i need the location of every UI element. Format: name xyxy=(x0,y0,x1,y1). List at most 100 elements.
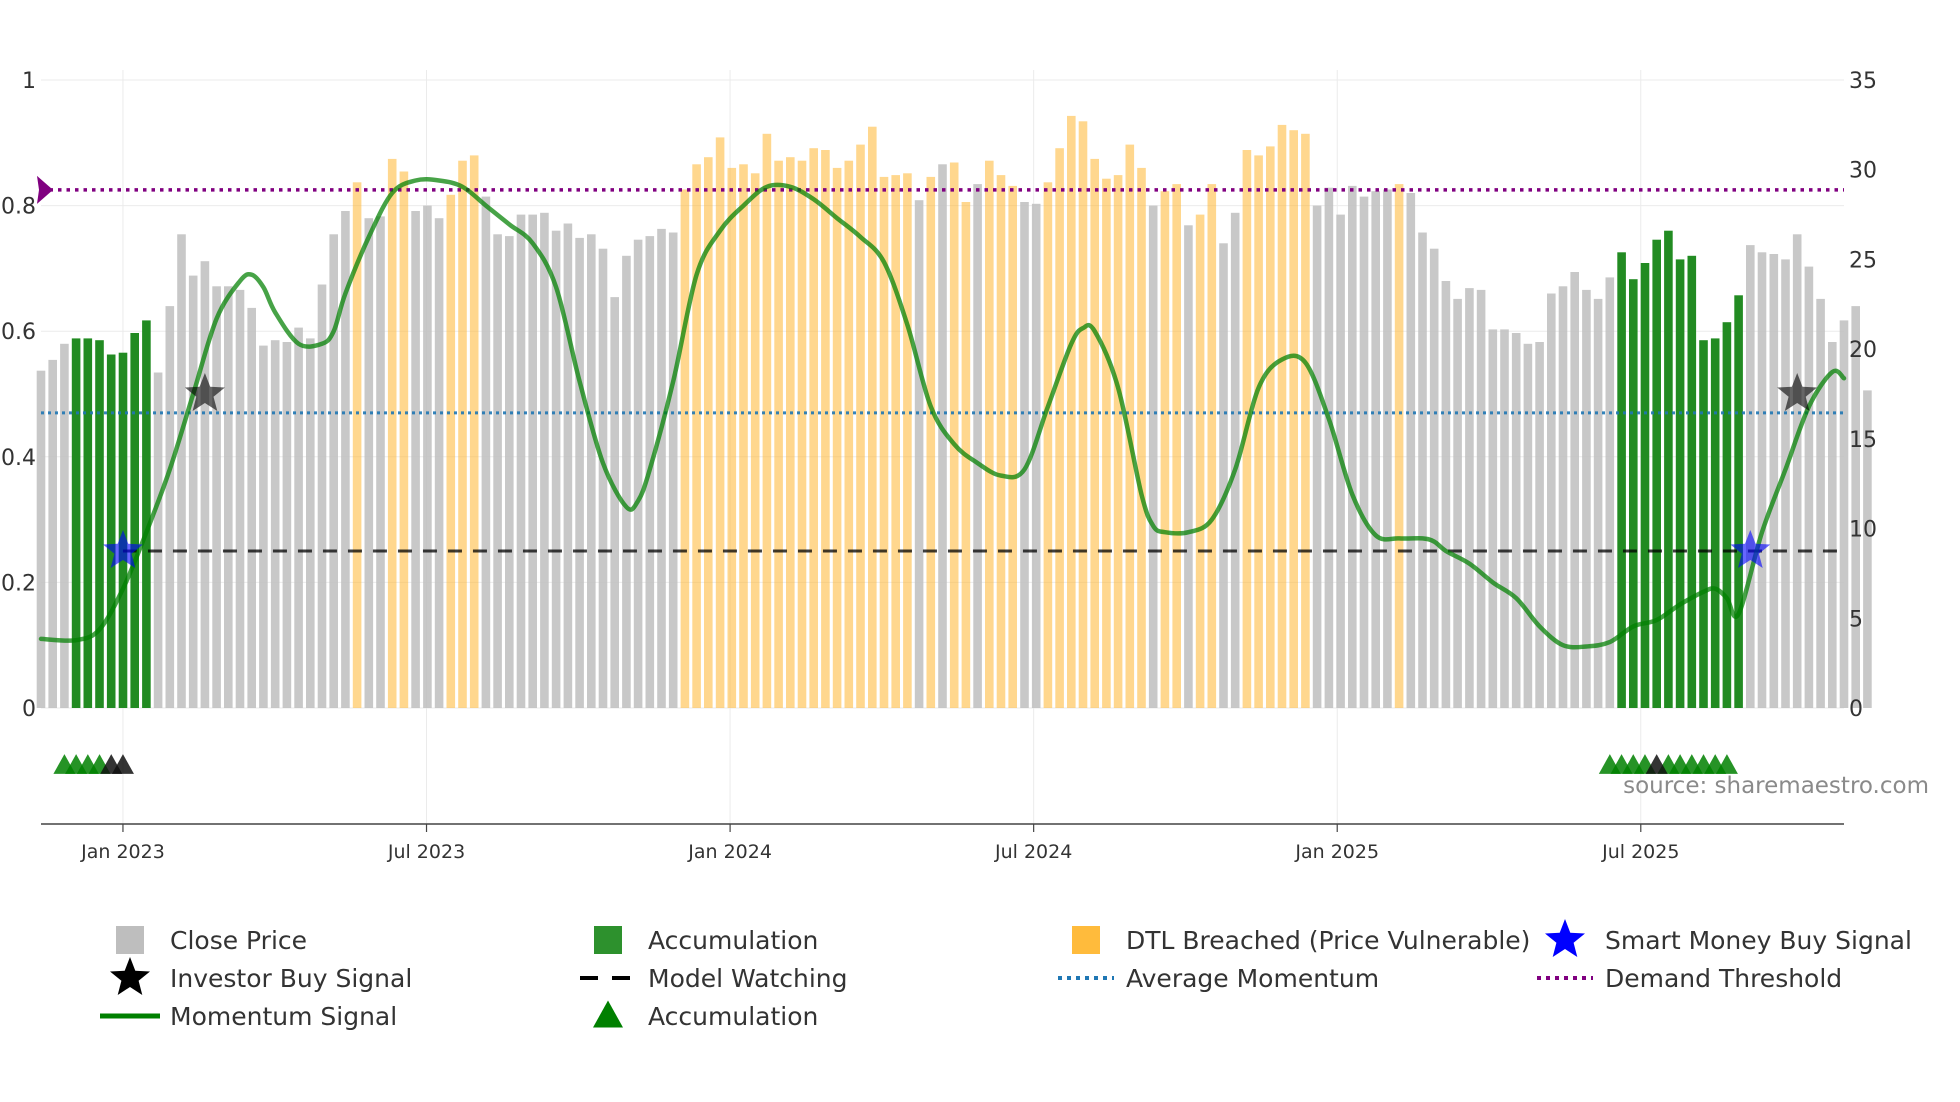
investor-buy-signal-star xyxy=(1777,373,1818,411)
close-price-bar xyxy=(1851,306,1860,708)
close-price-bar xyxy=(563,223,573,708)
dtl-breached-bar xyxy=(996,175,1006,709)
right-axis-tick-label: 10 xyxy=(1849,518,1877,543)
dtl-breached-bar xyxy=(750,173,760,709)
legend-swatch xyxy=(1072,926,1100,954)
reference-lines xyxy=(37,175,1844,553)
accumulation-bar xyxy=(83,338,93,708)
dtl-breached-bar xyxy=(1113,175,1123,709)
dtl-breached-bar xyxy=(891,175,900,709)
close-price-bar xyxy=(1558,286,1568,708)
x-axis-tick-label: Jan 2023 xyxy=(80,841,165,863)
dtl-breached-bar xyxy=(1125,144,1135,709)
close-price-bar xyxy=(1605,277,1615,708)
close-price-bar xyxy=(376,216,385,708)
accumulation-bar xyxy=(1687,255,1697,709)
dtl-breached-bar xyxy=(1207,184,1217,709)
dtl-breached-bar xyxy=(387,158,397,708)
dtl-breached-bar xyxy=(1055,148,1064,708)
accumulation-bar xyxy=(1734,295,1743,708)
accumulation-bar xyxy=(1652,239,1661,708)
close-price-bar xyxy=(668,232,678,708)
close-price-bar xyxy=(1746,245,1755,708)
close-price-bar xyxy=(270,340,280,708)
close-price-bar xyxy=(1547,293,1556,708)
close-price-bar xyxy=(1828,342,1837,708)
accumulation-bar xyxy=(1617,252,1626,709)
close-price-bar xyxy=(598,248,608,708)
close-price-bar xyxy=(294,327,303,708)
close-price-bar xyxy=(1230,212,1240,709)
legend-label: Smart Money Buy Signal xyxy=(1605,926,1912,955)
close-price-bar xyxy=(633,239,643,708)
accumulation-triangle-marker xyxy=(1715,754,1738,774)
dtl-breached-bar xyxy=(704,157,713,708)
close-price-bar xyxy=(1535,342,1544,708)
dtl-breached-bar xyxy=(856,144,865,709)
dtl-breached-bar xyxy=(1394,184,1404,709)
close-price-bar xyxy=(341,211,350,708)
close-price-bar xyxy=(1324,187,1334,708)
right-axis-tick-label: 25 xyxy=(1849,248,1877,273)
x-axis-tick-label: Jan 2024 xyxy=(687,841,772,863)
dtl-breached-bar xyxy=(786,157,795,708)
legend-label: DTL Breached (Price Vulnerable) xyxy=(1126,926,1530,955)
close-price-bar xyxy=(153,372,163,708)
accumulation-bar xyxy=(142,320,151,708)
left-axis-tick-label: 0.6 xyxy=(1,320,36,345)
legend-label: Accumulation xyxy=(648,1002,818,1031)
close-price-bar xyxy=(282,342,292,708)
close-price-bar xyxy=(1769,254,1779,708)
close-price-bar xyxy=(1593,298,1603,708)
dtl-breached-bar xyxy=(949,162,959,708)
legend-item: Investor Buy Signal xyxy=(110,957,412,995)
dtl-breached-bar xyxy=(774,160,783,708)
close-price-bar xyxy=(1781,259,1790,708)
dtl-breached-bar xyxy=(680,189,690,708)
x-axis-tick-label: Jan 2025 xyxy=(1294,841,1379,863)
close-price-bar xyxy=(434,218,444,708)
dtl-breached-bar xyxy=(809,148,818,708)
accumulation-markers xyxy=(53,754,1738,774)
close-price-bar xyxy=(1582,289,1591,708)
dtl-breached-bar xyxy=(399,171,409,708)
right-axis-ticks: 0 5 10 15 20 25 30 35 xyxy=(1849,69,1877,722)
left-axis-ticks: 0 0.2 0.4 0.6 0.8 1 xyxy=(1,69,36,722)
close-price-bar xyxy=(1359,196,1369,708)
accumulation-bar xyxy=(95,340,104,708)
legend-label: Accumulation xyxy=(648,926,818,955)
close-price-bar xyxy=(1383,189,1392,708)
close-price-bar xyxy=(1757,252,1767,709)
dtl-breached-bar xyxy=(821,150,830,708)
left-axis-tick-label: 0.8 xyxy=(1,195,36,220)
accumulation-bar xyxy=(1629,279,1638,708)
legend-star-icon xyxy=(1545,919,1585,957)
price-bars xyxy=(36,115,1872,709)
close-price-bar xyxy=(973,184,982,709)
accumulation-bar xyxy=(71,338,81,708)
close-price-bar xyxy=(551,230,561,708)
x-axis-tick-label: Jul 2023 xyxy=(387,841,465,863)
dtl-breached-bar xyxy=(903,173,912,709)
close-price-bar xyxy=(1441,281,1451,708)
dtl-breached-bar xyxy=(1102,178,1111,708)
close-price-bar xyxy=(1476,289,1486,708)
close-price-bar xyxy=(247,307,256,708)
close-price-bar xyxy=(505,236,514,708)
close-price-bar xyxy=(1429,248,1439,708)
close-price-bar xyxy=(1500,329,1509,708)
dtl-breached-bar xyxy=(1289,130,1298,708)
dtl-breached-bar xyxy=(446,194,456,709)
close-price-bar xyxy=(1020,202,1029,708)
legend-swatch xyxy=(594,926,622,954)
close-price-bar xyxy=(1523,343,1533,708)
close-price-bar xyxy=(1348,185,1357,708)
close-price-bar xyxy=(411,211,420,708)
buy-signal-markers xyxy=(103,373,1818,568)
dtl-breached-bar xyxy=(868,126,877,708)
accumulation-bar xyxy=(130,333,139,708)
dtl-breached-bar xyxy=(762,133,772,709)
right-axis-tick-label: 20 xyxy=(1849,338,1877,363)
close-price-bar xyxy=(1488,329,1498,708)
